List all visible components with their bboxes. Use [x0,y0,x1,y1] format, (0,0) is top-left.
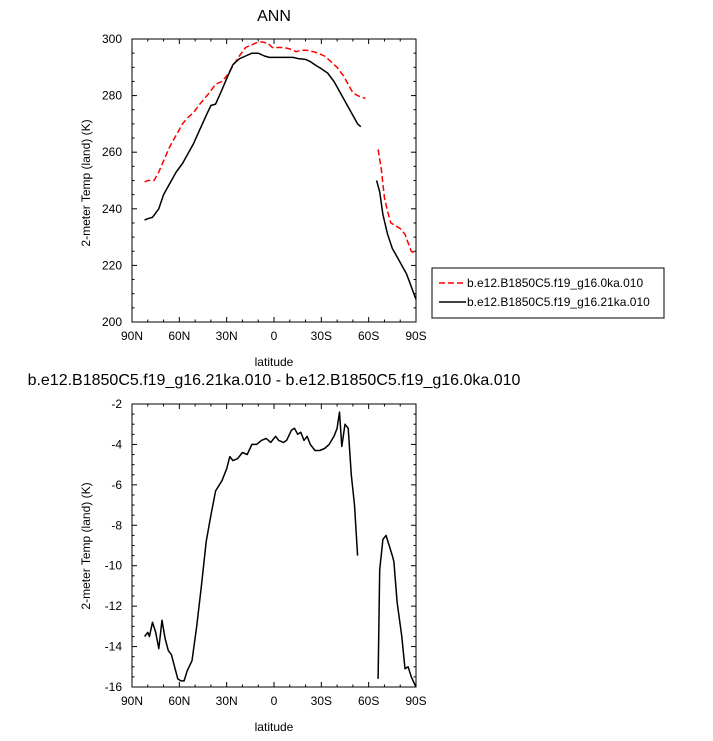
x-axis-label-bottom: latitude [255,720,294,734]
series-line-top-1-seg-0 [144,52,362,221]
y-axis-label-bottom: 2-meter Temp (land) (K) [79,482,93,609]
plot-frame-bottom [131,403,417,688]
y-tick-label-bottom-7: -2 [111,397,122,411]
y-axis-label-top: 2-meter Temp (land) (K) [79,119,93,246]
legend-label-0ka: b.e12.B1850C5.f19_g16.0ka.010 [467,276,643,290]
series-group-bottom [144,411,417,688]
series-line-bottom-0-seg-0 [144,411,359,682]
y-tick-label-bottom-0: -16 [105,680,123,694]
x-tick-label-bottom-1: 60N [168,694,190,708]
y-tick-label-top-4: 280 [102,89,122,103]
x-tick-label-top-5: 60S [358,329,379,343]
legend-label-21ka: b.e12.B1850C5.f19_g16.21ka.010 [467,295,650,309]
x-tick-label-bottom-0: 90N [121,694,143,708]
y-tick-label-top-0: 200 [102,315,122,329]
y-tick-label-bottom-3: -10 [105,559,123,573]
panel-difference: b.e12.B1850C5.f19_g16.21ka.010 - b.e12.B… [28,372,521,734]
series-line-bottom-0-seg-1 [377,534,417,688]
x-tick-label-top-1: 60N [168,329,190,343]
x-tick-label-bottom-4: 30S [311,694,332,708]
y-tick-label-top-3: 260 [102,145,122,159]
x-tick-label-bottom-3: 0 [271,694,278,708]
legend-box [431,267,665,319]
panel-ann: ANN latitude 2-meter Temp (land) (K) 90N… [79,8,427,369]
x-tick-label-top-6: 90S [405,329,426,343]
x-tick-label-top-0: 90N [121,329,143,343]
x-tick-label-top-4: 30S [311,329,332,343]
x-tick-label-top-2: 30N [216,329,238,343]
series-line-top-0-seg-0 [144,41,366,183]
y-tick-label-bottom-5: -6 [111,478,122,492]
x-tick-label-bottom-6: 90S [405,694,426,708]
chart-title-ann: ANN [257,8,291,25]
x-axis-label-top: latitude [255,355,294,369]
y-tick-label-top-1: 220 [102,258,122,272]
y-tick-label-bottom-6: -4 [111,437,122,451]
chart-title-difference: b.e12.B1850C5.f19_g16.21ka.010 - b.e12.B… [28,372,521,389]
series-group-top [144,41,417,300]
axes-bottom: 90N 60N 30N 0 30S 60S 90S -16 -14 -12 -10 -8 -6 -4 -2 [105,397,427,708]
y-tick-label-bottom-2: -12 [105,599,123,613]
axes-top: 90N 60N 30N 0 30S 60S 90S 200 220 240 260 280 300 [102,32,427,343]
x-tick-label-bottom-5: 60S [358,694,379,708]
plot-frame-top [131,38,417,323]
legend: b.e12.B1850C5.f19_g16.0ka.010 b.e12.B185… [431,267,665,319]
series-line-top-0-seg-1 [377,149,417,255]
y-tick-label-top-5: 300 [102,32,122,46]
y-tick-label-bottom-1: -14 [105,640,123,654]
y-tick-label-bottom-4: -8 [111,518,122,532]
series-line-top-1-seg-1 [375,180,417,300]
x-tick-label-bottom-2: 30N [216,694,238,708]
x-tick-label-top-3: 0 [271,329,278,343]
y-tick-label-top-2: 240 [102,202,122,216]
